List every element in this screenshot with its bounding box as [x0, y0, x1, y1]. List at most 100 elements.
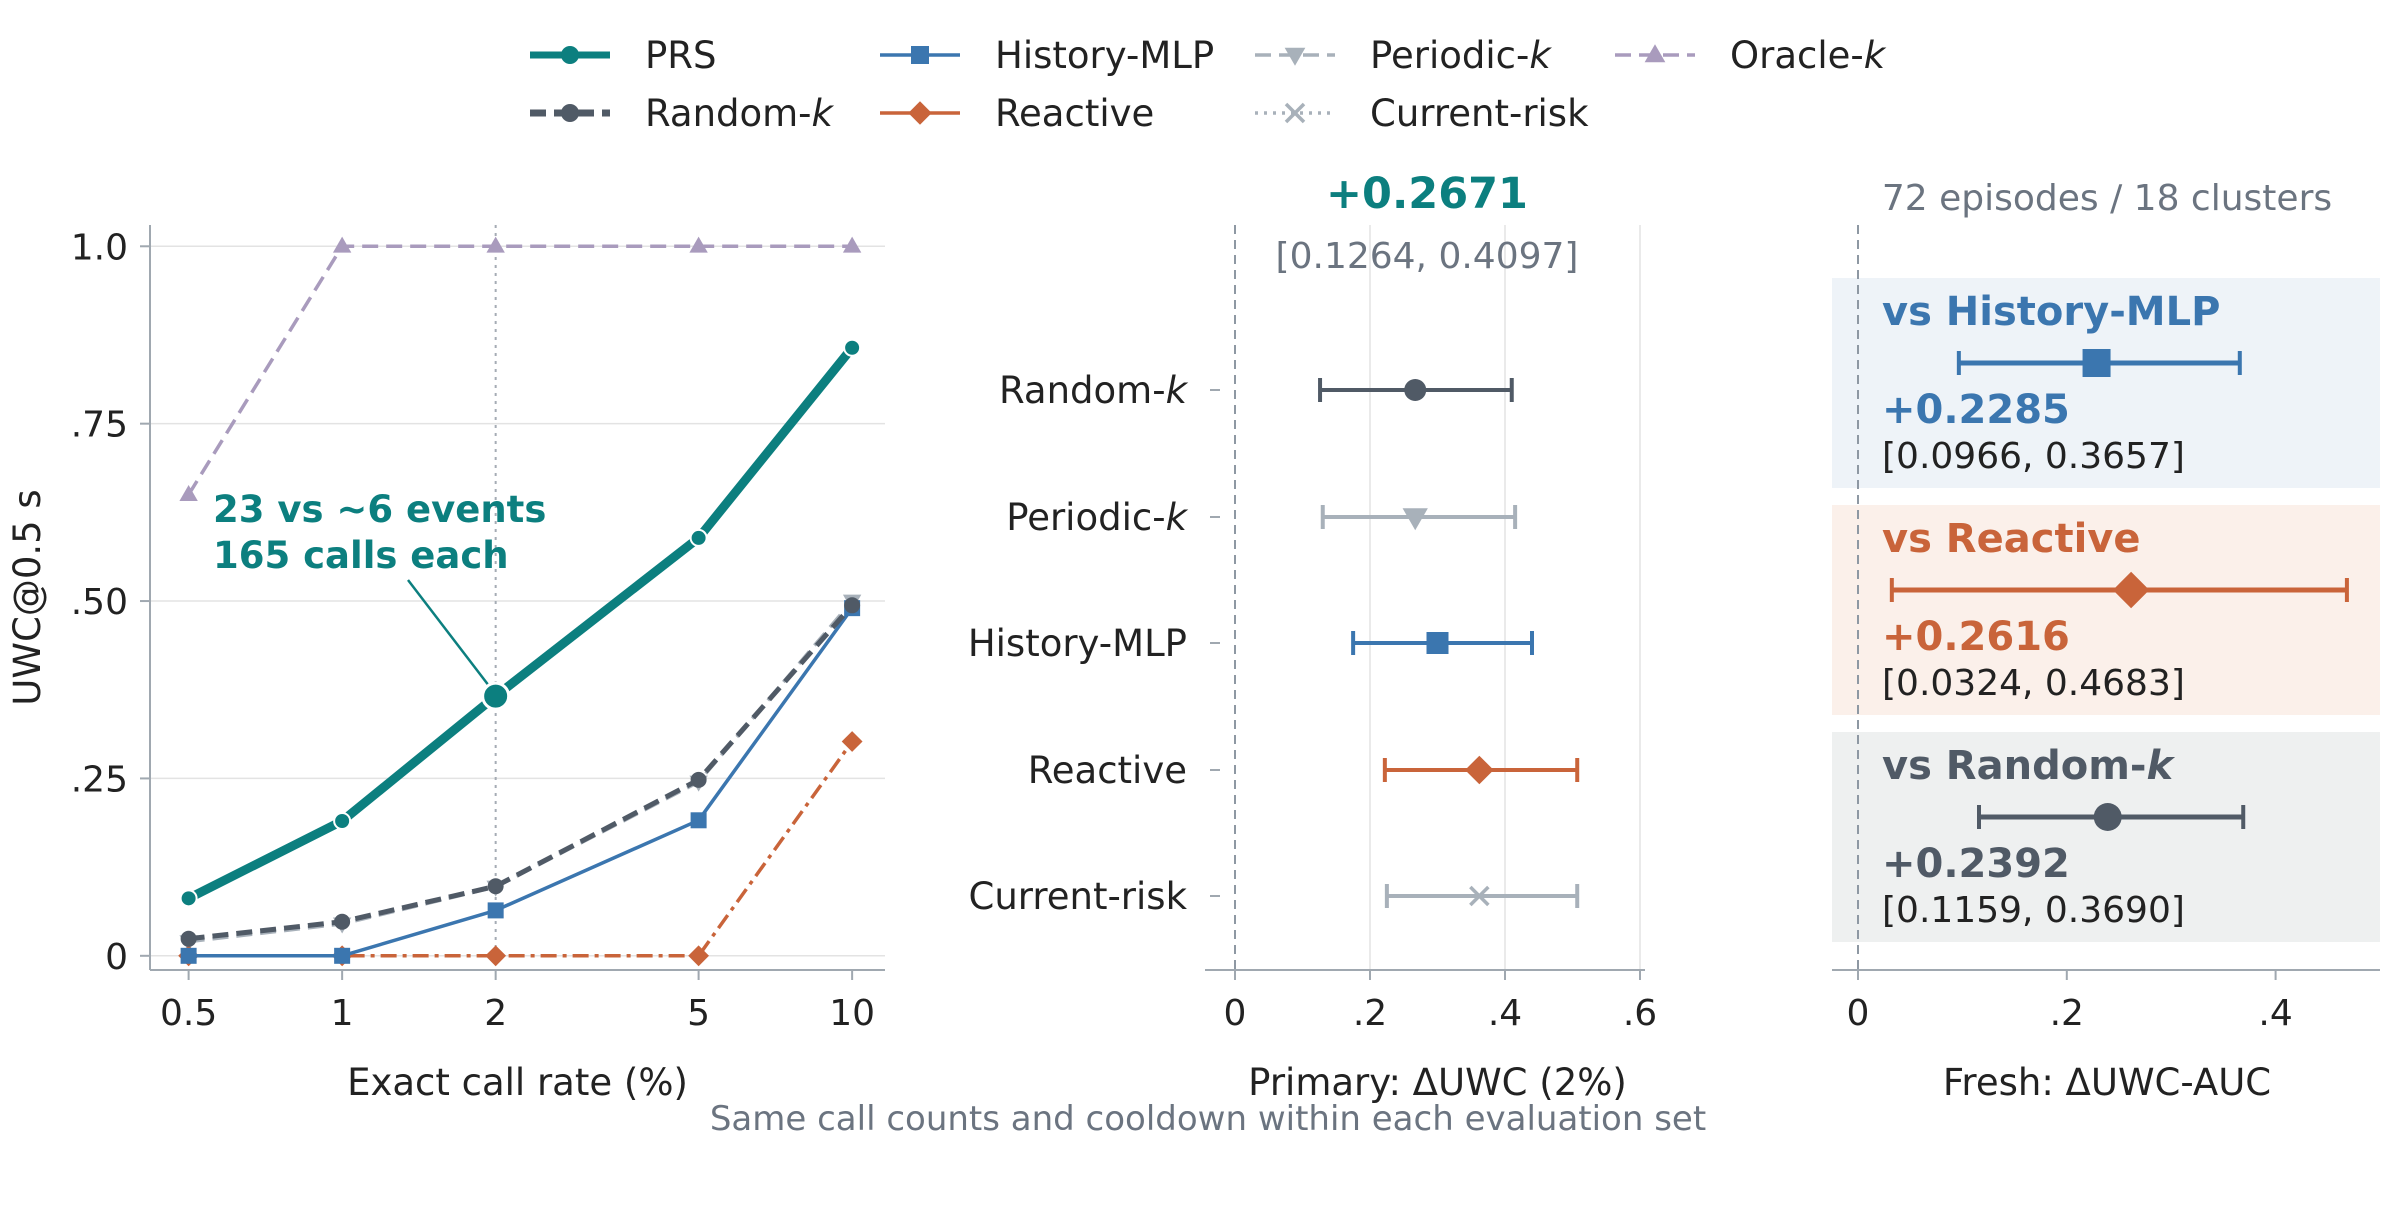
data-point [844, 597, 861, 614]
legend-label: History-MLP [995, 34, 1214, 77]
x-axis-label: Primary: ΔUWC (2%) [1248, 1061, 1627, 1104]
legend-label: Random-k [645, 92, 835, 135]
x-tick-label: .2 [2050, 993, 2084, 1034]
panel-primary-delta-uwc: 0 .2 .4 .6 Primary: ΔUWC (2%) +0.2671 [0.1264,… [968, 169, 1657, 1104]
data-point [334, 947, 351, 964]
legend-item: History-MLP [880, 34, 1214, 77]
point-estimate [1469, 885, 1490, 907]
legend-item: Current-risk [1255, 92, 1589, 135]
annotation-text-2: 165 calls each [213, 534, 509, 577]
data-point [179, 889, 198, 908]
series-line [188, 599, 854, 944]
data-point [180, 947, 197, 964]
x-tick-label: 0 [1224, 993, 1247, 1034]
legend-item: Periodic-k [1255, 34, 1552, 77]
x-tick-label: 5 [687, 993, 710, 1034]
forest-row: History-MLP [968, 622, 1534, 665]
forest-row: Periodic-k [1006, 496, 1518, 539]
point-estimate [1404, 379, 1427, 401]
value-label: +0.2616 [1882, 614, 2070, 660]
panel-title: 72 episodes / 18 clusters [1882, 178, 2332, 219]
legend-item: PRS [530, 34, 717, 77]
header-ci: [0.1264, 0.4097] [1276, 236, 1579, 277]
y-tick-label: 1.0 [71, 227, 128, 268]
x-tick-label: 2 [484, 993, 507, 1034]
series-line [186, 344, 856, 903]
row-label: Current-risk [968, 875, 1187, 918]
x-tick-label: 1 [331, 993, 354, 1034]
row-label: vs Reactive [1882, 516, 2140, 562]
y-tick-label: .75 [71, 405, 128, 446]
row-label: vs Random-k [1882, 743, 2175, 789]
annotation-text-1: 23 vs ~6 events [213, 488, 546, 531]
row-label: vs History-MLP [1882, 289, 2220, 335]
legend-label: Oracle-k [1730, 34, 1887, 77]
row-label: History-MLP [968, 622, 1187, 665]
legend-item: Oracle-k [1615, 34, 1887, 77]
ci-label: [0.1159, 0.3690] [1882, 890, 2185, 931]
value-label: +0.2285 [1882, 387, 2070, 433]
point-estimate [2093, 803, 2122, 831]
series-oracle-k [179, 236, 862, 502]
data-point [486, 236, 505, 253]
series-history-mlp [180, 600, 861, 964]
data-point [487, 902, 504, 919]
y-tick-label: .25 [71, 759, 128, 800]
data-point [689, 236, 708, 253]
legend: PRS History-MLP Periodic-k Oracle-k Random-k… [530, 34, 1887, 135]
ci-label: [0.0966, 0.3657] [1882, 436, 2185, 477]
comparison-row: vs Random-k +0.2392[0.1159, 0.3690] [1832, 732, 2380, 942]
series-random-k [180, 597, 861, 947]
row-background [1832, 505, 2380, 715]
data-point [334, 913, 351, 930]
legend-label: Current-risk [1370, 92, 1589, 135]
y-axis-label: UWC@0.5 s [6, 489, 49, 705]
point-estimate [1426, 632, 1449, 654]
annotation-leader [407, 579, 489, 685]
legend-marker [908, 101, 932, 125]
legend-label: PRS [645, 34, 717, 77]
point-estimate [2112, 571, 2150, 609]
point-estimate [1465, 755, 1494, 785]
data-point [180, 930, 197, 947]
row-label: Reactive [1028, 749, 1187, 792]
forest-row: Reactive [1028, 749, 1580, 792]
data-point [179, 485, 198, 502]
point-estimate [2082, 349, 2111, 377]
x-tick-label: 0 [1847, 993, 1870, 1034]
y-tick-label: .50 [71, 582, 128, 623]
x-tick-label: 0.5 [160, 993, 217, 1034]
series-line [188, 603, 855, 942]
legend-marker [561, 46, 579, 64]
data-point [332, 236, 352, 253]
x-tick-label: 10 [829, 993, 875, 1034]
annotation-point [481, 681, 511, 711]
row-background [1832, 278, 2380, 488]
y-tick-label: 0 [105, 937, 128, 978]
data-point [690, 812, 707, 829]
legend-marker [911, 46, 929, 64]
data-point [487, 878, 504, 895]
data-point [688, 945, 710, 967]
row-label: Random-k [999, 369, 1189, 412]
legend-label: Periodic-k [1370, 34, 1552, 77]
data-point [485, 945, 507, 967]
legend-item: Reactive [880, 92, 1154, 135]
header-value: +0.2671 [1326, 169, 1528, 219]
x-tick-label: .4 [2258, 993, 2292, 1034]
legend-marker [561, 104, 579, 122]
series-prs [179, 338, 862, 908]
data-point [689, 528, 708, 547]
series-line [188, 607, 854, 958]
footnote: Same call counts and cooldown within eac… [710, 1099, 1706, 1139]
comparison-row: vs Reactive +0.2616[0.0324, 0.4683] [1832, 505, 2380, 715]
panel-fresh-delta-auc: 72 episodes / 18 clusters vs History-MLP +… [1832, 178, 2380, 1104]
panel-call-rate-curves: 0 .25 .50 .75 1.0 0.5 1 2 5 10 Exact call rate (%)… [6, 225, 885, 1104]
data-point [841, 731, 863, 752]
row-label: Periodic-k [1006, 496, 1188, 539]
x-axis-label: Fresh: ΔUWC-AUC [1943, 1061, 2271, 1104]
forest-row: Random-k [999, 369, 1514, 412]
x-tick-label: .2 [1353, 993, 1387, 1034]
legend-marker [1644, 44, 1666, 63]
